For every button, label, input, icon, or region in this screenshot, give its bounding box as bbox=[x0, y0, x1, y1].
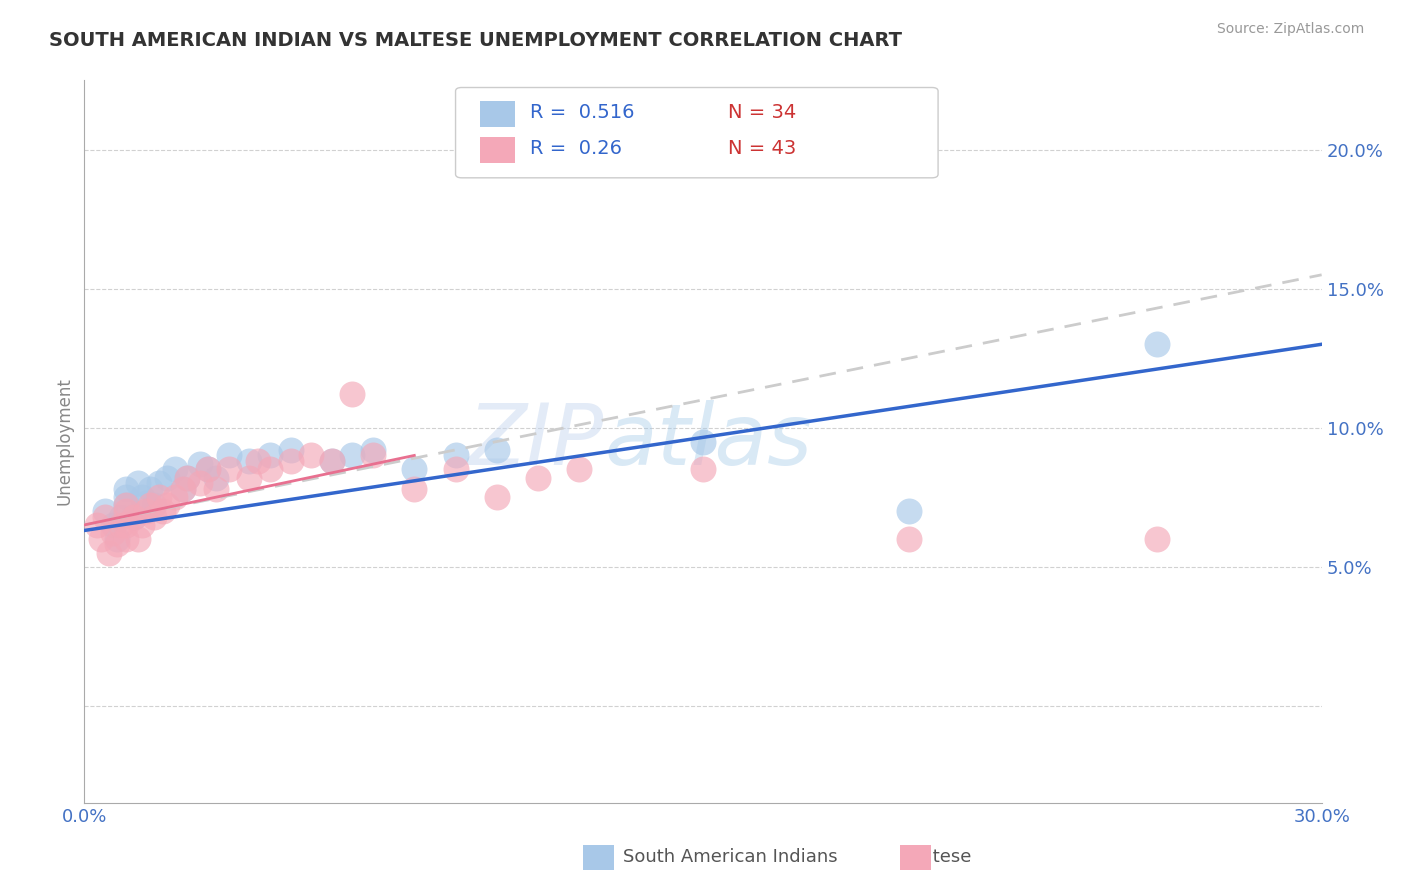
Point bbox=[94, 504, 117, 518]
Point bbox=[127, 532, 149, 546]
Point bbox=[172, 482, 194, 496]
Point bbox=[110, 509, 132, 524]
FancyBboxPatch shape bbox=[481, 101, 515, 127]
Point bbox=[105, 537, 128, 551]
Point bbox=[188, 476, 211, 491]
Point bbox=[86, 517, 108, 532]
Point bbox=[114, 490, 136, 504]
Point bbox=[342, 449, 364, 463]
Point bbox=[131, 490, 153, 504]
Point bbox=[527, 471, 550, 485]
Text: R =  0.26: R = 0.26 bbox=[530, 139, 621, 159]
Text: N = 34: N = 34 bbox=[728, 103, 796, 122]
Point bbox=[114, 482, 136, 496]
Point bbox=[176, 471, 198, 485]
Point bbox=[246, 454, 269, 468]
Point bbox=[122, 509, 145, 524]
Point bbox=[218, 462, 240, 476]
Point bbox=[176, 471, 198, 485]
Text: ZIP: ZIP bbox=[468, 400, 605, 483]
Point bbox=[898, 532, 921, 546]
Point bbox=[361, 442, 384, 457]
Point bbox=[131, 517, 153, 532]
Point bbox=[188, 457, 211, 471]
Point bbox=[114, 517, 136, 532]
Text: SOUTH AMERICAN INDIAN VS MALTESE UNEMPLOYMENT CORRELATION CHART: SOUTH AMERICAN INDIAN VS MALTESE UNEMPLO… bbox=[49, 31, 903, 50]
Point bbox=[444, 462, 467, 476]
Point bbox=[218, 449, 240, 463]
Point bbox=[156, 471, 179, 485]
Point bbox=[321, 454, 343, 468]
Point bbox=[152, 504, 174, 518]
Point bbox=[165, 490, 187, 504]
Point bbox=[172, 482, 194, 496]
Point bbox=[299, 449, 322, 463]
Point bbox=[103, 517, 125, 532]
Text: N = 43: N = 43 bbox=[728, 139, 796, 159]
Point bbox=[103, 526, 125, 541]
Point bbox=[114, 532, 136, 546]
Point bbox=[90, 532, 112, 546]
Point bbox=[139, 499, 162, 513]
Point bbox=[259, 449, 281, 463]
Point bbox=[114, 504, 136, 518]
Point bbox=[238, 471, 260, 485]
Point bbox=[342, 387, 364, 401]
Point bbox=[568, 462, 591, 476]
Text: South American Indians: South American Indians bbox=[623, 848, 837, 866]
Text: Source: ZipAtlas.com: Source: ZipAtlas.com bbox=[1216, 22, 1364, 37]
Point bbox=[122, 509, 145, 524]
Point bbox=[205, 482, 228, 496]
Point bbox=[143, 499, 166, 513]
Point bbox=[485, 442, 508, 457]
Text: Maltese: Maltese bbox=[901, 848, 972, 866]
Point bbox=[898, 504, 921, 518]
Point bbox=[444, 449, 467, 463]
Point bbox=[259, 462, 281, 476]
Point bbox=[148, 476, 170, 491]
Point bbox=[485, 490, 508, 504]
Point bbox=[280, 442, 302, 457]
Text: R =  0.516: R = 0.516 bbox=[530, 103, 634, 122]
Point bbox=[1146, 532, 1168, 546]
Point bbox=[1146, 337, 1168, 351]
Point bbox=[105, 532, 128, 546]
Point bbox=[94, 509, 117, 524]
Point bbox=[156, 499, 179, 513]
Point bbox=[197, 462, 219, 476]
Point bbox=[692, 462, 714, 476]
Text: atlas: atlas bbox=[605, 400, 813, 483]
Point bbox=[139, 482, 162, 496]
Point bbox=[238, 454, 260, 468]
Point bbox=[135, 496, 157, 510]
Point bbox=[321, 454, 343, 468]
FancyBboxPatch shape bbox=[481, 136, 515, 162]
Point bbox=[165, 462, 187, 476]
Y-axis label: Unemployment: Unemployment bbox=[55, 377, 73, 506]
Point bbox=[280, 454, 302, 468]
Point bbox=[110, 517, 132, 532]
Point bbox=[361, 449, 384, 463]
Point bbox=[692, 434, 714, 449]
Point bbox=[404, 482, 426, 496]
Point bbox=[98, 546, 121, 560]
Point bbox=[135, 504, 157, 518]
Point bbox=[404, 462, 426, 476]
FancyBboxPatch shape bbox=[456, 87, 938, 178]
Point bbox=[114, 499, 136, 513]
Point bbox=[114, 499, 136, 513]
Point bbox=[127, 476, 149, 491]
Point bbox=[205, 471, 228, 485]
Point bbox=[197, 462, 219, 476]
Point bbox=[148, 490, 170, 504]
Point bbox=[143, 509, 166, 524]
